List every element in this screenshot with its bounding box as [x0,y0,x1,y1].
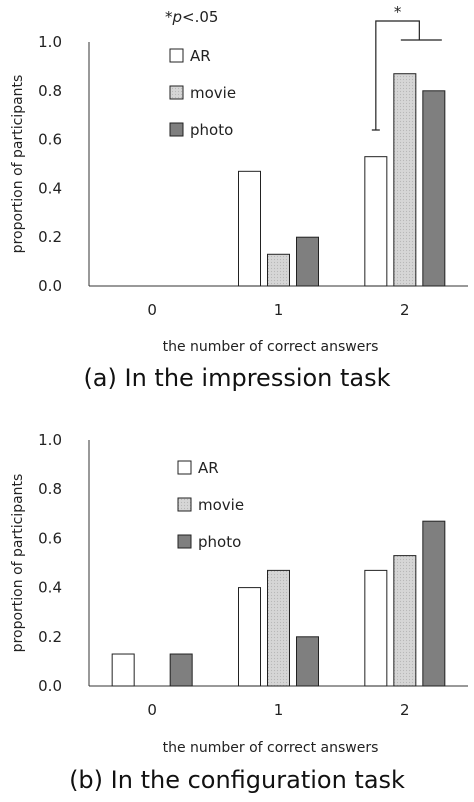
y-tick-label: 0.4 [38,179,62,197]
bar-ar-2 [364,156,388,287]
bar-movie-1 [267,569,290,687]
x-tick-label: 1 [274,701,284,719]
legend-label-movie: movie [190,84,236,102]
legend-label-ar: AR [198,459,219,477]
y-tick-label: 0.0 [38,677,62,695]
significance-star: * [394,3,402,21]
legend-label-photo: photo [190,121,233,139]
bar-ar-0 [111,653,135,687]
y-tick-label: 1.0 [38,33,62,51]
legend-swatch-ar [169,48,184,63]
note-p: p [172,8,183,26]
x-tick-label: 1 [274,301,284,319]
chart-a: 0.0 0.2 0.4 0.6 0.8 1.0 proportion of particip… [10,3,468,392]
y-tick-label: 1.0 [38,431,62,449]
bar-ar-1 [238,587,261,687]
y-tick-label: 0.8 [38,82,62,100]
x-axis-title: the number of correct answers [163,740,379,756]
y-tick-label: 0.4 [38,579,62,597]
bar-photo-2 [422,90,446,287]
legend-label-ar: AR [190,47,211,65]
bar-photo-1 [296,636,319,687]
bar-photo-1 [296,236,319,287]
significance-note: *p<.05 [165,8,218,26]
y-tick-label: 0.8 [38,480,62,498]
bar-ar-1 [238,170,261,287]
y-tick-label: 0.2 [38,628,62,646]
y-axis-title: proportion of participants [10,75,26,254]
legend-swatch-movie [169,85,184,100]
legend-swatch-photo [177,534,192,549]
x-tick-label: 2 [400,301,410,319]
y-tick-label: 0.0 [38,277,62,295]
legend-swatch-photo [169,122,184,137]
significance-bracket [371,20,420,131]
y-tick-label: 0.6 [38,529,62,547]
legend-swatch-movie [177,497,192,512]
bar-photo-2 [422,520,446,687]
bar-movie-2 [393,555,417,687]
chart-caption: (a) In the impression task [83,364,390,392]
legend-swatch-ar [177,460,192,475]
bar-photo-0 [169,653,193,687]
legend-label-movie: movie [198,496,244,514]
legend-label-photo: photo [198,533,241,551]
y-tick-label: 0.6 [38,131,62,149]
x-tick-label: 0 [147,701,157,719]
x-tick-label: 2 [400,701,410,719]
y-axis-title: proportion of participants [10,474,26,653]
chart-b: 0.0 0.2 0.4 0.6 0.8 1.0 proportion of particip… [10,431,468,794]
y-tick-label: 0.2 [38,228,62,246]
bar-movie-2 [393,73,417,287]
note-star: * [165,8,173,26]
x-tick-label: 0 [147,301,157,319]
bar-ar-2 [364,569,388,687]
bar-movie-1 [267,253,290,287]
chart-caption: (b) In the configuration task [69,766,405,794]
x-axis-title: the number of correct answers [163,339,379,355]
note-threshold: <.05 [182,8,218,26]
